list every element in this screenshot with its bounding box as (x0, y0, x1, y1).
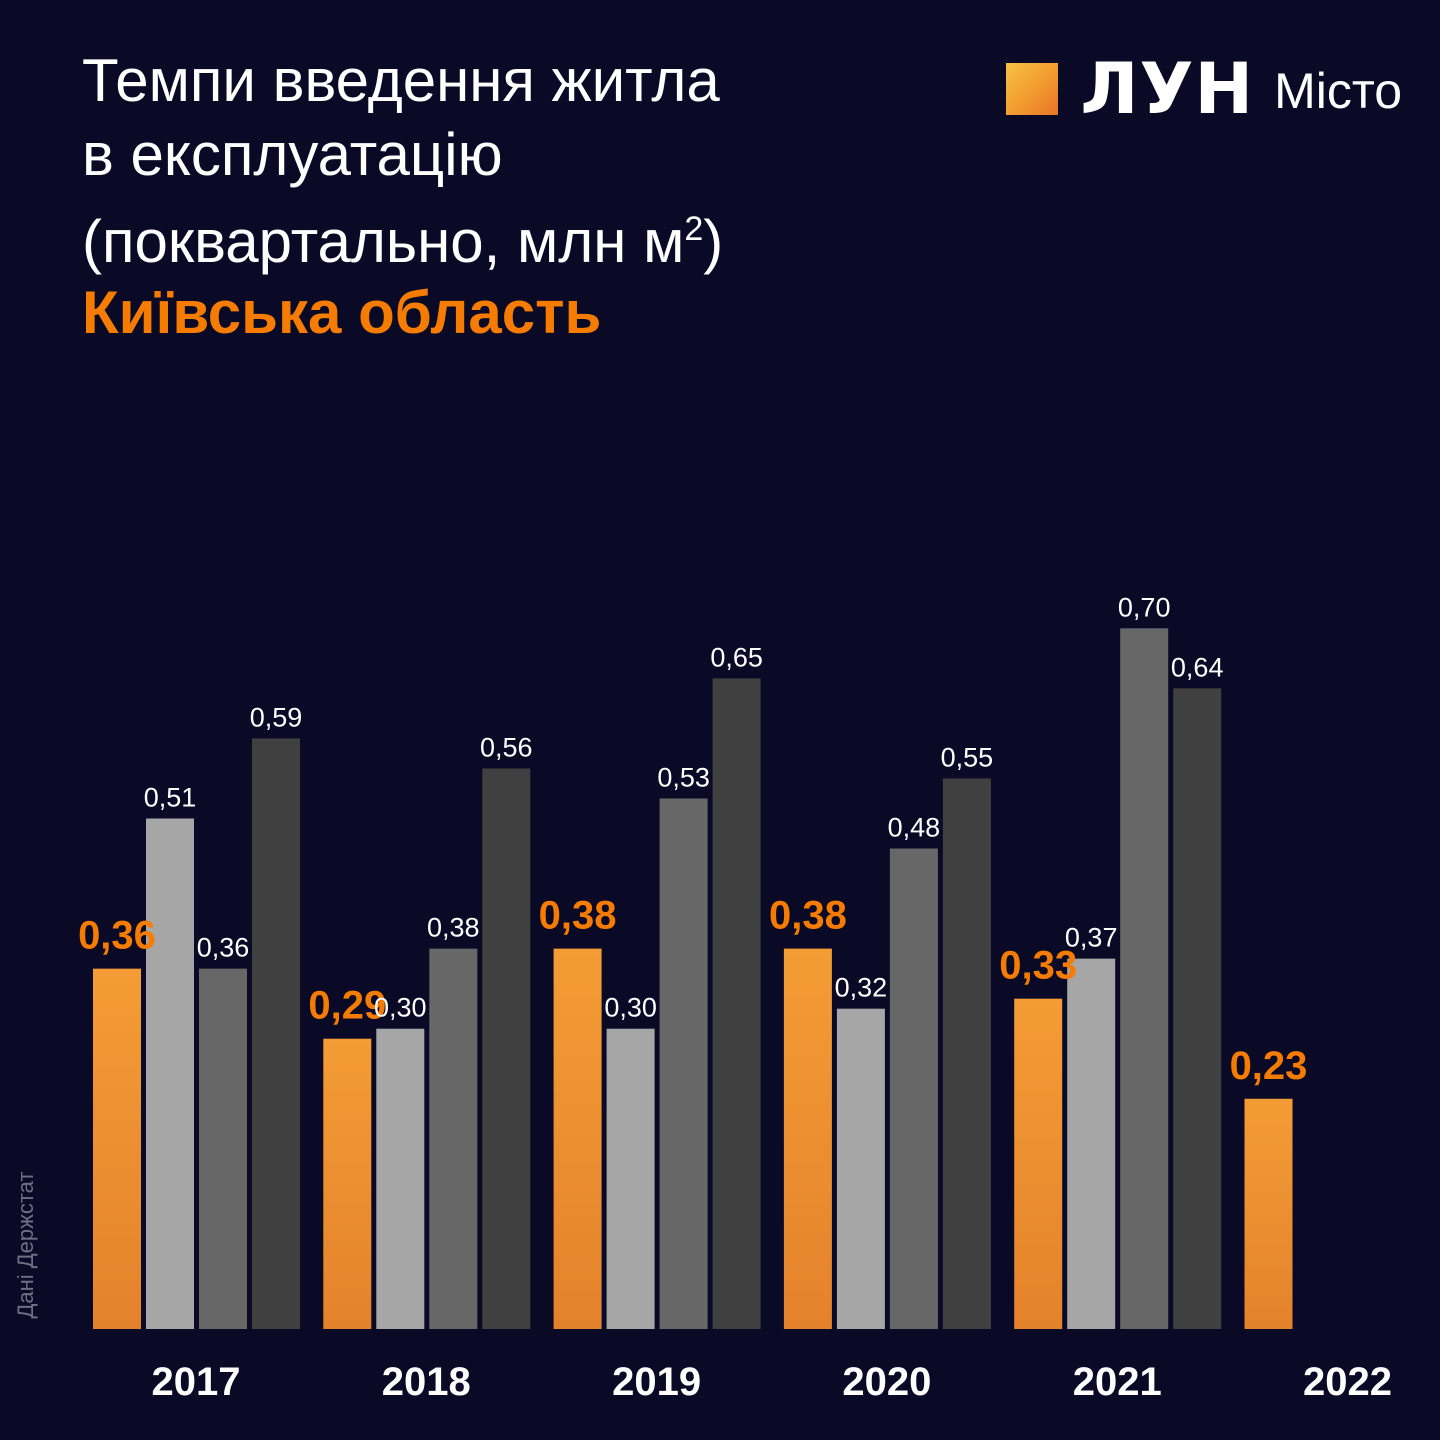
bar-2019-q2 (606, 1028, 655, 1329)
value-label-2019-q1: 0,38 (539, 894, 617, 938)
year-label-2019: 2019 (612, 1360, 701, 1404)
value-label-2019-q2: 0,30 (604, 993, 657, 1023)
logo-sub: Місто (1274, 63, 1402, 119)
value-label-2018-q3: 0,38 (427, 913, 480, 943)
value-label-2019-q4: 0,65 (710, 642, 763, 672)
bar-2019-q1 (553, 948, 602, 1329)
bar-2021-q3 (1120, 628, 1169, 1329)
value-label-2018-q4: 0,56 (480, 732, 533, 762)
value-label-2021-q4: 0,64 (1171, 652, 1224, 682)
chart-title: Темпи введення житла в експлуатацію (пок… (82, 44, 723, 279)
value-label-2020-q4: 0,55 (941, 742, 994, 772)
bar-2018-q3 (429, 948, 478, 1329)
lun-misto-logo: ЛУН Місто (1006, 54, 1402, 124)
bar-2017-q2 (146, 818, 194, 1329)
value-label-2020-q3: 0,48 (888, 813, 941, 843)
bars-group (93, 628, 1293, 1329)
year-label-2017: 2017 (152, 1360, 241, 1404)
bar-2019-q3 (659, 798, 708, 1329)
bar-2017-q1 (93, 968, 141, 1329)
bar-2020-q3 (889, 848, 938, 1329)
value-label-2020-q2: 0,32 (835, 973, 888, 1003)
bar-2017-q4 (252, 738, 300, 1329)
bar-2019-q4 (712, 678, 761, 1329)
bar-2020-q2 (836, 1008, 885, 1329)
bar-2018-q1 (323, 1038, 372, 1329)
year-label-2018: 2018 (382, 1360, 471, 1404)
logo-brand: ЛУН (1080, 48, 1255, 130)
bar-2021-q4 (1173, 688, 1222, 1329)
title-line-3: (поквартально, млн м2) (82, 192, 723, 279)
value-label-2021-q1: 0,33 (999, 944, 1077, 988)
bar-2018-q2 (376, 1028, 425, 1329)
title-line-3-text: (поквартально, млн м (82, 208, 685, 275)
value-label-2019-q3: 0,53 (657, 762, 710, 792)
value-label-2017-q3: 0,36 (197, 933, 250, 963)
value-label-2020-q1: 0,38 (769, 894, 847, 938)
bar-2017-q3 (199, 968, 247, 1329)
bar-2020-q4 (942, 778, 991, 1329)
value-label-2022-q1: 0,23 (1230, 1044, 1308, 1088)
bar-2020-q1 (783, 948, 832, 1329)
bar-2021-q2 (1067, 958, 1116, 1329)
value-label-2017-q2: 0,51 (144, 782, 197, 812)
logo-square-icon (1006, 63, 1059, 115)
labels-group: 0,360,510,360,590,290,300,380,560,380,30… (78, 592, 1307, 1087)
year-label-2020: 2020 (842, 1360, 931, 1404)
value-label-2018-q1: 0,29 (308, 984, 386, 1028)
bar-2022-q1 (1244, 1098, 1293, 1329)
value-label-2021-q2: 0,37 (1065, 923, 1118, 953)
value-label-2017-q1: 0,36 (78, 914, 156, 958)
value-label-2018-q2: 0,30 (374, 993, 427, 1023)
bar-2021-q1 (1014, 998, 1063, 1329)
title-line-1: Темпи введення житла (82, 47, 720, 114)
x-axis-labels: 2017 2018 2019 2020 2021 2022 (152, 1360, 1392, 1404)
title-line-2: в експлуатацію (82, 121, 503, 188)
value-label-2021-q3: 0,70 (1118, 592, 1171, 622)
year-label-2021: 2021 (1073, 1360, 1162, 1404)
region-subtitle: Київська область (82, 279, 602, 346)
year-label-2022: 2022 (1303, 1360, 1392, 1404)
title-superscript: 2 (684, 210, 704, 248)
value-label-2017-q4: 0,59 (250, 702, 303, 732)
bar-2018-q4 (482, 768, 531, 1329)
title-close-paren: ) (703, 208, 724, 275)
